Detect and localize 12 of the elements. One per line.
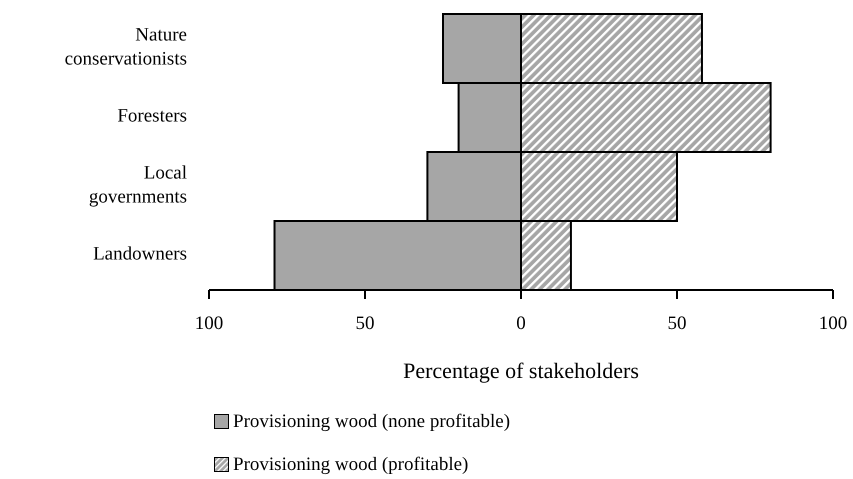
x-tick-label: 50: [356, 313, 374, 334]
x-axis-title: Percentage of stakeholders: [403, 358, 639, 383]
x-tick-label: 100: [818, 313, 848, 334]
x-tick-label: 100: [194, 313, 224, 334]
legend-label: Provisioning wood (profitable): [233, 454, 468, 476]
x-tick-label: 0: [516, 313, 526, 334]
y-tick-label: Landowners: [93, 244, 187, 265]
x-tick-label: 50: [668, 313, 686, 334]
y-tick-label: Local governments: [88, 162, 187, 208]
y-tick-label: Foresters: [117, 106, 187, 127]
legend-label: Provisioning wood (none profitable): [233, 410, 510, 432]
y-tick-label: Nature conservationists: [64, 24, 187, 70]
